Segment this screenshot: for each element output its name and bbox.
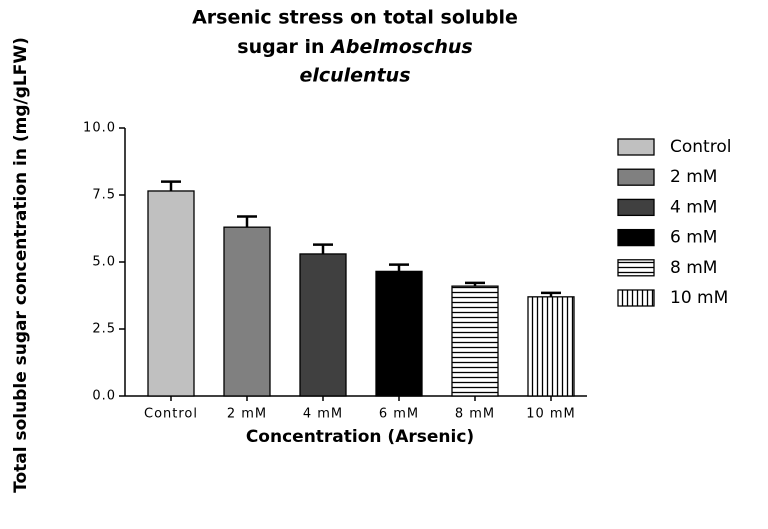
x-tick-label: 6 mM [379, 407, 419, 422]
chart-title: Arsenic stress on total soluble [192, 7, 518, 29]
x-tick-label: 4 mM [303, 407, 343, 422]
bar [375, 270, 423, 397]
chart-title: sugar in [237, 36, 324, 58]
chart-title: Abelmoschus [329, 36, 473, 58]
legend-label: 2 mM [670, 167, 717, 187]
bar [223, 226, 271, 397]
y-tick-label: 5.0 [92, 255, 116, 270]
bar [527, 296, 575, 397]
y-tick-label: 2.5 [92, 322, 116, 337]
legend-label: 10 mM [670, 288, 728, 308]
x-tick-label: 2 mM [227, 407, 267, 422]
y-tick-label: 10.0 [83, 121, 116, 136]
x-axis-title: Concentration (Arsenic) [246, 427, 474, 447]
x-tick-label: 10 mM [526, 407, 576, 422]
y-tick-label: 7.5 [92, 188, 116, 203]
legend-swatch [617, 259, 655, 277]
legend-swatch [617, 228, 655, 247]
chart-title: elculentus [299, 65, 410, 87]
bar [451, 285, 499, 397]
x-tick-label: Control [144, 407, 198, 422]
chart-title: sugar in Abelmoschus [237, 36, 472, 58]
legend-swatch [617, 168, 655, 186]
bar [147, 190, 195, 397]
legend-label: 4 mM [670, 197, 717, 217]
legend-label: 8 mM [670, 258, 717, 278]
y-tick-label: 0.0 [92, 389, 116, 404]
legend-label: 6 mM [670, 228, 717, 248]
x-tick-label: 8 mM [455, 407, 495, 422]
legend-swatch [617, 138, 655, 156]
legend-label: Control [670, 137, 731, 157]
legend-swatch [617, 289, 655, 307]
legend-swatch [617, 198, 655, 217]
y-axis-title: Total soluble sugar concentration in (mg… [11, 37, 31, 493]
bar [299, 253, 347, 397]
